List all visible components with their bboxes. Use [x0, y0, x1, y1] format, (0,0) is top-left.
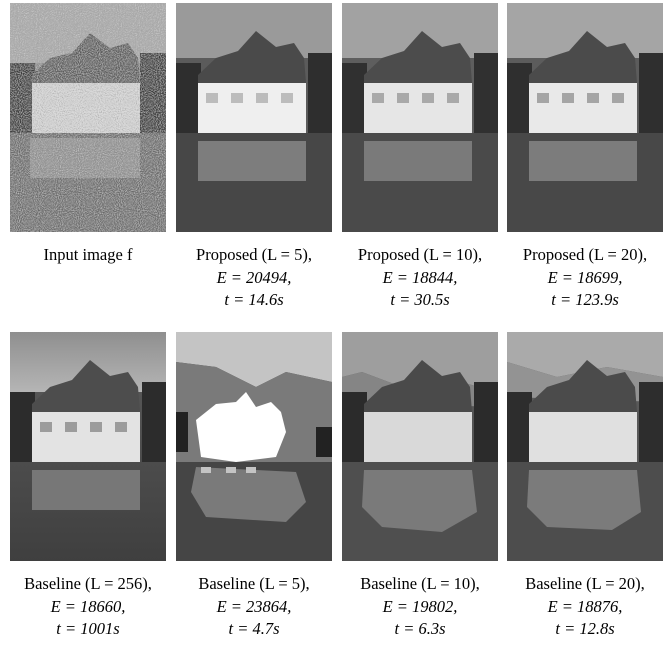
panel-baseline-l20: Baseline (L = 20), E = 18876, t = 12.8s	[507, 332, 663, 641]
caption-line-3: t = 6.3s	[394, 619, 446, 638]
caption-line-1: Baseline (L = 5),	[198, 574, 310, 593]
panel-baseline-l5: Baseline (L = 5), E = 23864, t = 4.7s	[176, 332, 332, 641]
caption-line-2: E = 19802,	[382, 596, 458, 616]
panel-baseline-l256: Baseline (L = 256), E = 18660, t = 1001s	[10, 332, 166, 641]
panel-baseline-l10: Baseline (L = 10), E = 19802, t = 6.3s	[342, 332, 498, 641]
caption-line-2: E = 20494,	[216, 267, 292, 287]
castle-image-baseline-l5	[176, 332, 332, 561]
panel-input: Input image f	[10, 3, 166, 267]
castle-image-proposed-l20	[507, 3, 663, 232]
castle-image-baseline-l10	[342, 332, 498, 561]
panel-proposed-l10: Proposed (L = 10), E = 18844, t = 30.5s	[342, 3, 498, 312]
caption-line-3: t = 4.7s	[228, 619, 280, 638]
caption-line-1: Input image f	[43, 245, 133, 264]
caption-line-2: E = 18660,	[50, 596, 126, 616]
caption-line-3: t = 30.5s	[390, 290, 450, 309]
panel-proposed-l5: Proposed (L = 5), E = 20494, t = 14.6s	[176, 3, 332, 312]
caption-line-3: t = 14.6s	[224, 290, 284, 309]
castle-image-noisy	[10, 3, 166, 232]
caption-line-1: Baseline (L = 20),	[525, 574, 645, 593]
castle-image-proposed-l10	[342, 3, 498, 232]
caption-line-2: E = 23864,	[216, 596, 292, 616]
caption-line-3: t = 12.8s	[555, 619, 615, 638]
caption-line-3: t = 1001s	[56, 619, 120, 638]
caption-line-1: Proposed (L = 10),	[357, 245, 483, 264]
caption-line-2: E = 18876,	[547, 596, 623, 616]
caption-line-2: E = 18699,	[547, 267, 623, 287]
panel-proposed-l20: Proposed (L = 20), E = 18699, t = 123.9s	[507, 3, 663, 312]
caption-line-1: Proposed (L = 20),	[522, 245, 648, 264]
caption-line-2: E = 18844,	[382, 267, 458, 287]
caption-line-3: t = 123.9s	[551, 290, 619, 309]
castle-image-baseline-l256	[10, 332, 166, 561]
castle-image-proposed-l5	[176, 3, 332, 232]
caption-line-1: Proposed (L = 5),	[196, 245, 312, 264]
caption-line-1: Baseline (L = 10),	[360, 574, 480, 593]
caption-line-1: Baseline (L = 256),	[24, 574, 152, 593]
castle-image-baseline-l20	[507, 332, 663, 561]
